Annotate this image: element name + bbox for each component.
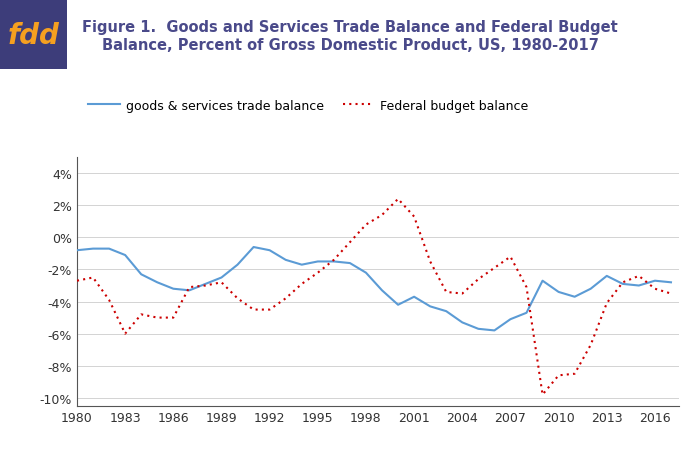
Legend: goods & services trade balance, Federal budget balance: goods & services trade balance, Federal … [83, 95, 533, 118]
Text: Figure 1.  Goods and Services Trade Balance and Federal Budget
Balance, Percent : Figure 1. Goods and Services Trade Balan… [82, 20, 618, 53]
Text: fdd: fdd [7, 23, 60, 51]
